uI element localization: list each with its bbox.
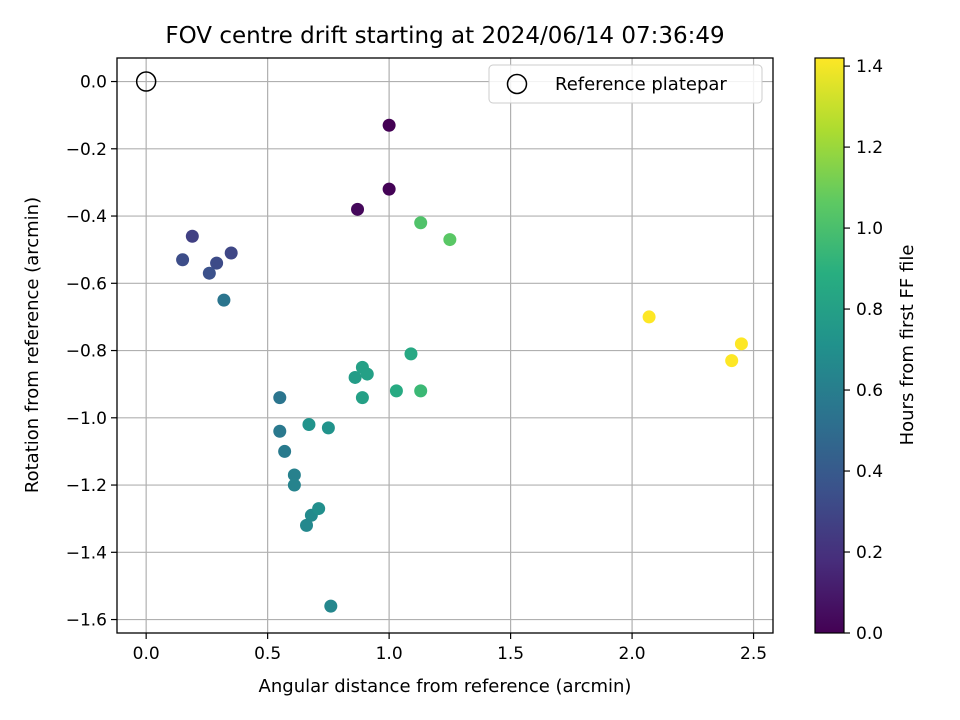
data-point: [414, 216, 428, 230]
data-point: [725, 354, 739, 368]
data-point: [278, 444, 292, 458]
x-tick-label: 1.0: [376, 644, 403, 664]
data-point: [287, 468, 301, 482]
data-point: [404, 347, 418, 361]
data-point: [312, 502, 326, 516]
y-tick-label: −1.6: [66, 611, 107, 631]
y-tick-label: −0.4: [66, 207, 107, 227]
x-tick-label: 0.0: [133, 644, 160, 664]
chart-title: FOV centre drift starting at 2024/06/14 …: [165, 23, 724, 49]
colorbar-tick-label: 0.0: [856, 624, 883, 644]
colorbar: [814, 57, 845, 634]
y-tick-label: 0.0: [80, 73, 107, 93]
y-tick-label: −0.8: [66, 342, 107, 362]
data-point: [321, 421, 335, 435]
data-point: [185, 229, 199, 243]
data-point: [443, 233, 457, 247]
data-point: [210, 256, 224, 270]
y-tick-label: −0.6: [66, 274, 107, 294]
y-tick-label: −1.0: [66, 409, 107, 429]
legend-entry-reference-platepar: Reference platepar: [555, 74, 727, 95]
data-point: [217, 293, 231, 307]
data-point: [202, 266, 216, 280]
data-point: [360, 367, 374, 381]
data-point: [734, 337, 748, 351]
data-point: [382, 182, 396, 196]
data-point: [273, 391, 287, 405]
colorbar-label: Hours from first FF file: [897, 245, 918, 446]
colorbar-tick-label: 1.2: [856, 138, 883, 158]
data-point: [300, 518, 314, 532]
x-tick-label: 2.5: [740, 644, 767, 664]
x-tick-label: 0.5: [254, 644, 281, 664]
y-axis-ticks: 0.0 −0.2 −0.4 −0.6 −0.8 −1.0 −1.2 −1.4 −1.6: [66, 73, 117, 631]
grid-lines: [117, 58, 773, 633]
y-tick-label: −1.2: [66, 476, 107, 496]
reference-platepar-point: [135, 71, 157, 92]
y-tick-label: −0.2: [66, 140, 107, 160]
legend: Reference platepar: [488, 64, 763, 104]
y-tick-label: −1.4: [66, 543, 107, 563]
y-axis-label: Rotation from reference (arcmin): [22, 197, 43, 493]
data-point: [382, 118, 396, 132]
colorbar-tick-label: 0.8: [856, 300, 883, 320]
data-point: [324, 599, 338, 613]
colorbar-ticks: 0.0 0.2 0.4 0.6 0.8 1.0 1.2 1.4: [844, 57, 883, 644]
data-point: [642, 310, 656, 324]
x-axis-ticks: 0.0 0.5 1.0 1.5 2.0 2.5: [133, 633, 767, 664]
x-tick-label: 2.0: [619, 644, 646, 664]
data-point: [302, 418, 316, 432]
colorbar-tick-label: 1.0: [856, 219, 883, 239]
colorbar-tick-label: 0.4: [856, 462, 883, 482]
colorbar-tick-label: 1.4: [856, 57, 883, 77]
data-point: [348, 370, 362, 384]
colorbar-tick-label: 0.2: [856, 543, 883, 563]
colorbar-tick-label: 0.6: [856, 381, 883, 401]
x-axis-label: Angular distance from reference (arcmin): [259, 676, 632, 697]
x-tick-label: 1.5: [497, 644, 524, 664]
data-point: [176, 253, 190, 267]
legend-box: [488, 64, 763, 104]
legend-marker-open-circle: [506, 73, 528, 95]
data-point: [389, 384, 403, 398]
data-point: [273, 424, 287, 438]
plot-frame: [116, 57, 774, 634]
data-point: [351, 202, 365, 216]
data-point: [224, 246, 238, 260]
data-point: [287, 478, 301, 492]
data-point: [355, 391, 369, 405]
data-point: [414, 384, 428, 398]
scatter-points: [135, 71, 748, 613]
